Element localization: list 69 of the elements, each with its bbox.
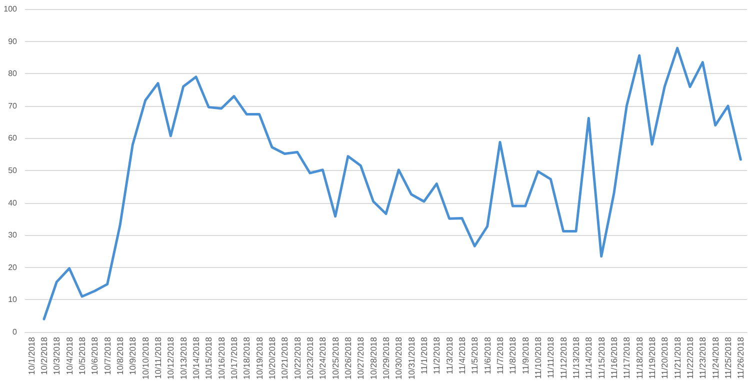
x-tick-label: 10/24/2018 <box>318 336 328 380</box>
x-tick-label: 11/18/2018 <box>634 336 644 379</box>
x-tick-label: 10/4/2018 <box>64 336 74 375</box>
y-tick-label: 100 <box>4 4 18 14</box>
x-tick-label: 10/29/2018 <box>381 336 391 380</box>
x-tick-label: 11/20/2018 <box>660 336 670 379</box>
x-tick-label: 11/23/2018 <box>698 336 708 379</box>
x-tick-label: 10/14/2018 <box>191 336 201 380</box>
x-tick-label: 10/23/2018 <box>305 336 315 380</box>
x-tick-label: 10/1/2018 <box>26 336 36 375</box>
x-tick-label: 10/18/2018 <box>242 336 252 380</box>
x-tick-label: 11/24/2018 <box>710 336 720 379</box>
y-tick-label: 50 <box>8 166 18 175</box>
x-tick-label: 10/27/2018 <box>356 336 366 380</box>
y-tick-label: 70 <box>8 101 18 110</box>
x-tick-label: 10/3/2018 <box>52 336 62 375</box>
x-tick-label: 10/12/2018 <box>166 336 176 380</box>
x-tick-label: 11/14/2018 <box>584 336 594 379</box>
x-tick-label: 10/15/2018 <box>204 336 214 380</box>
x-tick-label: 10/13/2018 <box>178 336 188 380</box>
x-tick-label: 10/21/2018 <box>280 336 290 380</box>
x-tick-label: 10/20/2018 <box>267 336 277 380</box>
x-tick-label: 10/19/2018 <box>254 336 264 380</box>
x-tick-label: 11/4/2018 <box>457 336 467 374</box>
x-tick-label: 10/2/2018 <box>39 336 49 375</box>
x-tick-label: 10/25/2018 <box>330 336 340 380</box>
x-tick-label: 10/30/2018 <box>394 336 404 380</box>
x-tick-label: 11/11/2018 <box>546 336 556 378</box>
y-tick-label: 30 <box>8 230 18 240</box>
x-tick-label: 10/10/2018 <box>140 336 150 380</box>
y-tick-label: 80 <box>8 69 18 78</box>
x-tick-label: 11/15/2018 <box>596 336 606 379</box>
y-tick-label: 20 <box>8 262 18 272</box>
x-tick-label: 10/11/2018 <box>153 336 163 379</box>
line-series <box>42 46 742 320</box>
x-tick-label: 11/10/2018 <box>533 336 543 379</box>
x-tick-label: 11/19/2018 <box>647 336 657 379</box>
x-tick-label: 10/16/2018 <box>216 336 226 380</box>
x-tick-label: 11/16/2018 <box>609 336 619 379</box>
x-tick-label: 10/17/2018 <box>229 336 239 380</box>
x-tick-label: 11/22/2018 <box>685 336 695 379</box>
x-tick-label: 10/31/2018 <box>406 336 416 380</box>
y-tick-label: 10 <box>8 295 18 304</box>
x-tick-label: 10/9/2018 <box>128 336 138 375</box>
x-tick-label: 11/7/2018 <box>495 336 505 374</box>
y-tick-label: 60 <box>8 134 18 143</box>
x-tick-label: 10/5/2018 <box>77 336 87 375</box>
y-tick-label: 0 <box>12 328 18 336</box>
x-tick-label: 10/26/2018 <box>343 336 353 380</box>
x-tick-label: 11/25/2018 <box>723 336 733 379</box>
x-tick-label: 11/13/2018 <box>571 336 581 379</box>
x-tick-label: 11/5/2018 <box>470 336 480 374</box>
x-tick-label: 11/1/2018 <box>419 336 429 374</box>
x-tick-label: 11/17/2018 <box>622 336 632 379</box>
x-tick-label: 11/2/2018 <box>432 336 442 374</box>
y-tick-label: 40 <box>8 198 18 208</box>
x-tick-label: 11/8/2018 <box>508 336 518 374</box>
x-tick-label: 10/6/2018 <box>90 336 100 375</box>
x-tick-label: 10/22/2018 <box>292 336 302 380</box>
x-tick-label: 10/7/2018 <box>102 336 112 375</box>
x-tick-label: 11/26/2018 <box>736 336 746 379</box>
x-tick-label: 10/8/2018 <box>115 336 125 375</box>
x-tick-label: 11/21/2018 <box>672 336 682 379</box>
y-tick-label: 90 <box>8 36 18 46</box>
x-tick-label: 11/3/2018 <box>444 336 454 374</box>
x-tick-label: 11/12/2018 <box>558 336 568 379</box>
x-tick-label: 11/6/2018 <box>482 336 492 374</box>
x-tick-label: 11/9/2018 <box>520 336 530 374</box>
x-tick-label: 10/28/2018 <box>368 336 378 380</box>
